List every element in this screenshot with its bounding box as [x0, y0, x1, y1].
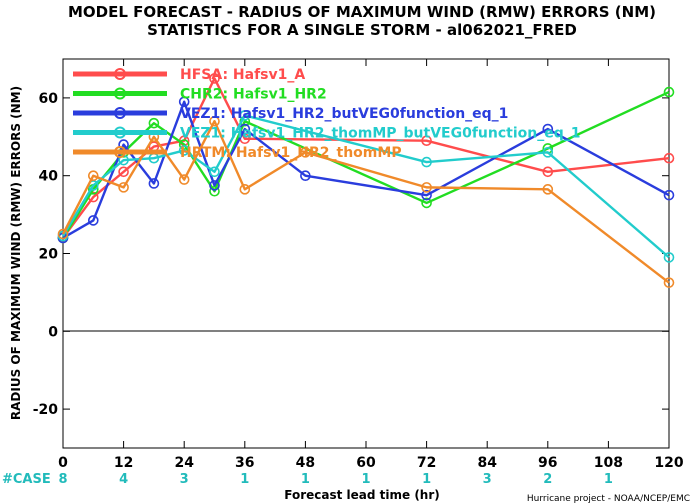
legend-item: VEZ1: Hafsv1_HR2_butVEG0function_eq_1: [73, 106, 508, 122]
data-point: [421, 156, 432, 168]
series-layer: [57, 73, 675, 288]
data-point: [421, 189, 432, 201]
data-point: [421, 182, 432, 193]
y-tick-label: 40: [39, 169, 59, 185]
legend-marker: [114, 146, 126, 158]
legend-marker: [114, 87, 126, 100]
data-point: [421, 135, 432, 146]
data-point: [209, 185, 220, 197]
x-tick-label: 108: [594, 455, 623, 471]
legend-label: HRTM: Hafsv1_HR2_thomMP: [180, 145, 402, 161]
x-tick-label: 72: [417, 455, 436, 471]
series-5: [57, 115, 675, 288]
data-point: [209, 166, 220, 178]
x-axis-label: Forecast lead time (hr): [284, 488, 440, 502]
data-point: [118, 182, 129, 193]
data-point: [300, 170, 311, 181]
legend-item: HFSA: Hafsv1_A: [73, 67, 305, 83]
series-line: [61, 120, 670, 284]
case-count: 8: [58, 472, 67, 487]
data-point: [239, 123, 251, 135]
legend-marker: [114, 68, 126, 80]
data-point: [663, 189, 675, 201]
legend-label: CHR2: Hafsv1_HR2: [180, 87, 327, 103]
series-line: [61, 114, 670, 259]
legend-marker: [114, 126, 126, 139]
data-point: [178, 96, 190, 108]
data-point: [421, 197, 432, 209]
case-count: 2: [543, 472, 552, 487]
data-point: [118, 166, 129, 178]
x-tick-label: 96: [538, 455, 557, 471]
case-count: 1: [604, 472, 613, 487]
series-line: [61, 90, 670, 239]
case-count: 1: [240, 472, 249, 487]
data-point: [209, 115, 220, 127]
y-axis-label: RADIUS OF MAXIMUM WIND (RMW) ERRORS (NM): [9, 86, 23, 420]
case-label: #CASE: [2, 472, 51, 487]
x-tick-label: 36: [235, 455, 254, 471]
y-tick-label: 20: [39, 247, 59, 263]
x-tick-label: 120: [654, 455, 683, 471]
data-point: [148, 117, 160, 129]
data-point: [300, 147, 311, 158]
data-point: [148, 178, 160, 189]
data-point: [178, 174, 190, 185]
case-count: 1: [422, 472, 431, 487]
data-point: [178, 139, 190, 150]
data-point: [663, 277, 675, 288]
data-point: [663, 152, 675, 164]
y-axis-ticks: -20 0 20 40 60: [33, 91, 669, 418]
chart-subtitle: STATISTICS FOR A SINGLE STORM - al062021…: [147, 21, 577, 39]
case-count: 3: [483, 472, 492, 487]
data-point: [542, 147, 554, 158]
x-tick-label: 12: [114, 455, 133, 471]
data-point: [239, 110, 251, 121]
x-tick-label: 84: [477, 455, 497, 471]
data-point: [178, 145, 190, 156]
data-point: [542, 184, 554, 195]
data-point: [663, 86, 675, 98]
data-point: [663, 252, 675, 263]
y-tick-label: -20: [33, 402, 59, 418]
x-tick-label: 24: [174, 455, 194, 471]
x-tick-label: 48: [296, 455, 315, 471]
data-point: [239, 184, 251, 195]
data-point: [209, 73, 220, 84]
case-count: 4: [119, 472, 128, 487]
data-point: [57, 228, 69, 240]
legend-item: VEZ1: Hafsv1_HR2_thomMP_butVEG0function_…: [73, 126, 580, 142]
legend: HFSA: Hafsv1_A CHR2: Hafsv1_HR2 VEZ1: Hafs…: [73, 67, 580, 161]
data-point: [88, 215, 99, 226]
x-tick-label: 0: [58, 455, 68, 471]
x-tick-label: 60: [356, 455, 376, 471]
data-point: [209, 180, 220, 191]
data-point: [88, 170, 99, 181]
y-tick-label: 0: [48, 324, 58, 340]
legend-item: CHR2: Hafsv1_HR2: [73, 87, 327, 103]
x-axis-ticks: 0 12 24 36 48 60 72 84 96 108 120: [58, 59, 684, 471]
case-count: 1: [301, 472, 310, 487]
legend-label: VEZ1: Hafsv1_HR2_butVEG0function_eq_1: [180, 106, 508, 122]
legend-label: VEZ1: Hafsv1_HR2_thomMP_butVEG0function_…: [180, 126, 580, 142]
footer-credit: Hurricane project - NOAA/NCEP/EMC: [527, 494, 690, 503]
case-counts: 8 4 3 1 1 1 1 3 2 1: [58, 472, 612, 487]
chart-title: MODEL FORECAST - RADIUS OF MAXIMUM WIND …: [68, 3, 656, 21]
data-point: [542, 166, 554, 178]
legend-item: HRTM: Hafsv1_HR2_thomMP: [73, 145, 402, 161]
legend-marker: [114, 107, 126, 119]
case-count: 1: [361, 472, 370, 487]
legend-label: HFSA: Hafsv1_A: [180, 67, 305, 83]
data-point: [542, 123, 554, 135]
case-count: 3: [180, 472, 189, 487]
y-tick-label: 60: [39, 91, 59, 107]
